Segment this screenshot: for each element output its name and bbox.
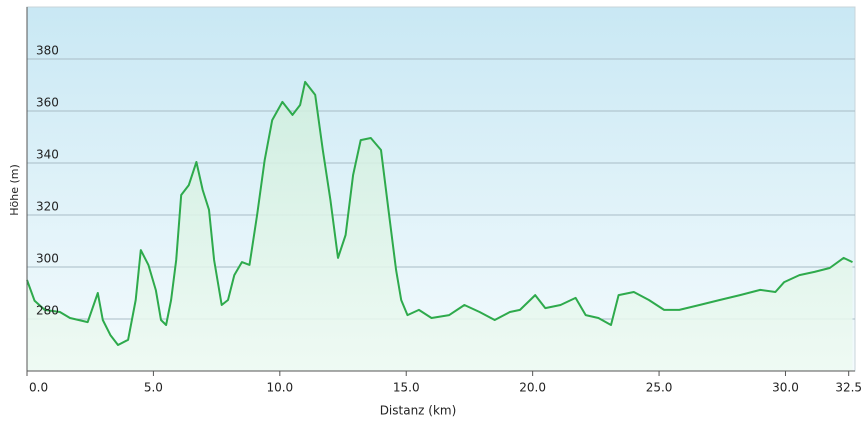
y-tick-label: 320 <box>36 200 59 214</box>
x-tick-label: 10.0 <box>266 381 293 395</box>
x-tick-label: 0.0 <box>29 381 48 395</box>
y-tick-label: 340 <box>36 148 59 162</box>
x-tick-label: 30.0 <box>772 381 799 395</box>
x-tick-label: 25.0 <box>646 381 673 395</box>
y-tick-label: 280 <box>36 304 59 318</box>
y-tick-label: 380 <box>36 44 59 58</box>
x-tick-label: 5.0 <box>144 381 163 395</box>
x-axis-label: Distanz (km) <box>380 404 457 418</box>
x-tick-label: 32.5 <box>835 381 861 395</box>
y-tick-label: 360 <box>36 96 59 110</box>
y-axis-label: Höhe (m) <box>8 164 21 216</box>
x-tick-label: 15.0 <box>393 381 420 395</box>
y-tick-label: 300 <box>36 252 59 266</box>
x-tick-label: 20.0 <box>519 381 546 395</box>
elevation-line <box>26 80 853 346</box>
